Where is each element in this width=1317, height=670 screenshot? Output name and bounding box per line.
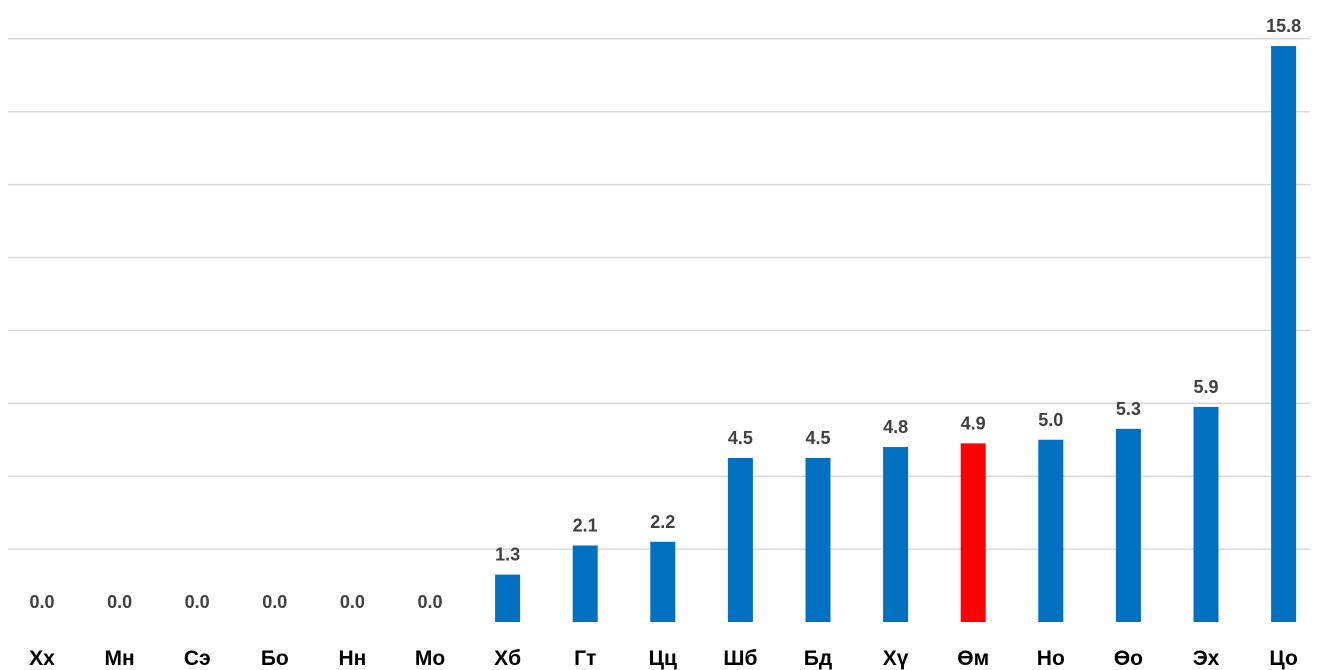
bar-10 [805,457,831,622]
value-labels: 0.0 0.0 0.0 0.0 0.0 0.0 1.3 2.1 2.2 4.5 4.5 4.8 4.9 5… [29,16,1301,612]
category-label: Сэ [184,647,211,670]
bars [495,46,1297,622]
value-label: 1.3 [495,545,520,565]
category-label: Эх [1193,647,1220,670]
bar-7 [572,545,598,622]
category-label: Өо [1114,647,1143,670]
bar-6 [495,574,521,622]
value-label: 0.0 [185,592,210,612]
value-label: 2.1 [573,515,598,535]
value-label: 4.5 [728,428,753,448]
category-label: Шб [723,647,757,670]
value-label: 5.0 [1038,410,1063,430]
value-label: 0.0 [107,592,132,612]
value-label: 0.0 [417,592,442,612]
category-label: Мн [105,647,135,670]
category-labels: Хх Мн Сэ Бо Нн Мо Хб Гт Цц Шб Бд Хү Өм Но Өо Эх Цо [29,647,1298,670]
category-label: Цо [1269,647,1297,670]
category-label: Хү [883,647,909,670]
category-label: Өм [957,647,989,670]
category-label: Хх [29,647,55,670]
category-label: Мо [415,647,445,670]
bar-15 [1193,406,1219,622]
bar-8 [650,541,676,622]
bar-11 [883,447,909,622]
category-label: Гт [574,647,596,670]
value-label: 5.9 [1193,377,1218,397]
category-label: Бд [804,647,832,670]
value-label: 4.5 [805,428,830,448]
category-label: Но [1037,647,1065,670]
bar-12 [960,443,986,622]
value-label: 0.0 [340,592,365,612]
value-label: 2.2 [650,512,675,532]
bar-14 [1115,428,1141,622]
category-label: Хб [494,647,521,670]
category-label: Бо [261,647,289,670]
category-label: Нн [338,647,366,670]
value-label: 15.8 [1266,16,1301,36]
value-label: 4.9 [961,413,986,433]
gridlines [8,38,1310,550]
bar-13 [1038,439,1064,622]
bar-16 [1271,46,1297,622]
bar-9 [727,457,753,622]
value-label: 0.0 [29,592,54,612]
category-label: Цц [649,647,677,670]
value-label: 4.8 [883,417,908,437]
value-label: 5.3 [1116,399,1141,419]
value-label: 0.0 [262,592,287,612]
